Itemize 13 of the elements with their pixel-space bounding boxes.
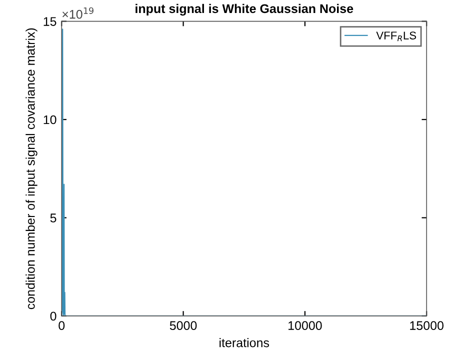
y-tick-label: 15 [44, 17, 56, 26]
y-tick-label: 10 [44, 115, 56, 124]
text: ×10$^{19}$ [62, 7, 94, 19]
x-tick-label: 10000 [288, 321, 322, 330]
y-tick-label: 0 [50, 312, 56, 321]
x-tick-label: 15000 [410, 321, 444, 330]
x-tick-label: 0 [58, 321, 65, 330]
chart-title: input signal is White Gaussian Noise [136, 4, 354, 16]
x-axis-title: iterations [220, 338, 270, 348]
y-axis-title: condition number of input signal covariance matrix) [26, 28, 38, 310]
y-tick-label: 5 [50, 214, 56, 222]
x-tick-label: 5000 [170, 321, 197, 330]
legend-label: VFF$_{R}$LS [376, 32, 416, 42]
